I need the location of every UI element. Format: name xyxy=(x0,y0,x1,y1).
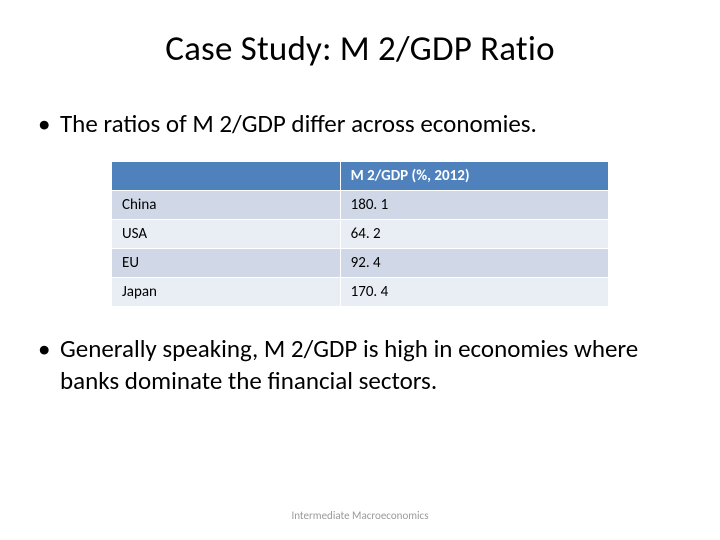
slide-title: Case Study: M 2/GDP Ratio xyxy=(36,28,684,70)
bullet-1: • The ratios of M 2/GDP differ across ec… xyxy=(36,108,684,139)
value-cell: 180. 1 xyxy=(340,191,608,220)
value-cell: 64. 2 xyxy=(340,220,608,249)
bullet-marker: • xyxy=(36,108,60,139)
country-cell: EU xyxy=(112,249,341,278)
bullet-2-text: Generally speaking, M 2/GDP is high in e… xyxy=(60,333,684,396)
bullet-2: • Generally speaking, M 2/GDP is high in… xyxy=(36,333,684,396)
table-header-value: M 2/GDP (%, 2012) xyxy=(340,162,608,191)
table-row: USA 64. 2 xyxy=(112,220,609,249)
table-header-blank xyxy=(112,162,341,191)
slide: Case Study: M 2/GDP Ratio • The ratios o… xyxy=(0,0,720,540)
country-cell: USA xyxy=(112,220,341,249)
country-cell: Japan xyxy=(112,278,341,307)
value-cell: 92. 4 xyxy=(340,249,608,278)
value-cell: 170. 4 xyxy=(340,278,608,307)
bullet-marker: • xyxy=(36,333,60,396)
m2-gdp-table: M 2/GDP (%, 2012) China 180. 1 USA 64. 2… xyxy=(111,161,609,307)
table-row: China 180. 1 xyxy=(112,191,609,220)
slide-footer: Intermediate Macroeconomics xyxy=(0,509,720,522)
bullet-1-text: The ratios of M 2/GDP differ across econ… xyxy=(60,108,684,139)
data-table-wrap: M 2/GDP (%, 2012) China 180. 1 USA 64. 2… xyxy=(111,161,609,307)
table-header-row: M 2/GDP (%, 2012) xyxy=(112,162,609,191)
country-cell: China xyxy=(112,191,341,220)
table-row: Japan 170. 4 xyxy=(112,278,609,307)
table-row: EU 92. 4 xyxy=(112,249,609,278)
